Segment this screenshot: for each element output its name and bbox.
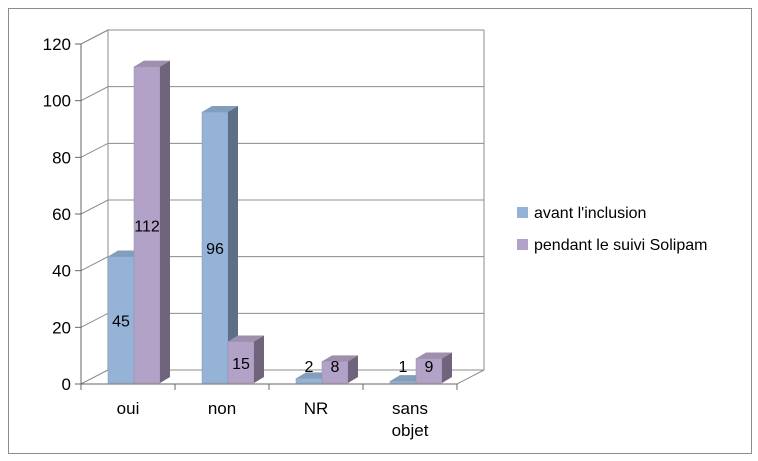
legend: avant l'inclusion pendant le suivi Solipa… <box>517 205 707 254</box>
bar-side <box>348 355 358 383</box>
bar-front <box>295 378 323 384</box>
y-tick-label: 80 <box>52 148 71 167</box>
gridline <box>80 142 484 158</box>
bar-side <box>254 335 264 383</box>
bar-top <box>134 60 170 67</box>
bar-side <box>228 106 238 383</box>
data-label: 1 <box>399 359 408 376</box>
legend-swatch <box>517 239 528 250</box>
bar-front <box>415 358 443 384</box>
bar-side <box>160 60 170 384</box>
bar-top <box>322 355 358 362</box>
x-axis: oui non NR sans objet <box>80 383 458 440</box>
y-axis: 0 20 40 60 80 100 120 <box>43 35 82 394</box>
bar-front <box>389 380 417 384</box>
data-labels: 45 112 96 15 2 8 1 9 <box>112 218 433 376</box>
data-label: 15 <box>232 356 250 373</box>
gridline <box>80 199 484 215</box>
data-label: 2 <box>305 359 314 376</box>
data-label: 45 <box>112 313 130 330</box>
bar-top <box>228 335 264 342</box>
y-tick-label: 120 <box>43 35 71 54</box>
chart-frame: 0 20 40 60 80 100 120 oui non NR sans objet 45 112 9… <box>8 8 752 454</box>
gridline <box>80 29 484 45</box>
bar-chart: 0 20 40 60 80 100 120 oui non NR sans objet 45 112 9… <box>43 29 707 440</box>
legend-label: pendant le suivi Solipam <box>534 237 707 254</box>
legend-label: avant l'inclusion <box>534 205 646 222</box>
y-tick-label: 100 <box>43 92 71 111</box>
gridlines <box>80 29 484 328</box>
y-tick-label: 20 <box>52 318 71 337</box>
x-category-label: NR <box>304 399 329 418</box>
bar-front <box>133 66 161 384</box>
data-label: 96 <box>206 241 224 258</box>
bar-front <box>201 111 229 384</box>
bar-top <box>202 106 238 112</box>
legend-swatch <box>517 207 528 218</box>
x-category-label: oui <box>117 399 140 418</box>
y-tick-label: 60 <box>52 205 71 224</box>
data-label: 8 <box>331 359 340 376</box>
bar-top <box>416 352 452 359</box>
data-label: 112 <box>134 218 160 235</box>
y-tick-label: 0 <box>62 375 71 394</box>
x-category-label: non <box>208 399 236 418</box>
bar <box>133 60 170 384</box>
bar <box>321 355 358 384</box>
bar-side <box>442 352 452 383</box>
gridline <box>80 86 484 102</box>
bar <box>201 106 238 384</box>
bars <box>107 60 452 384</box>
data-label: 9 <box>425 359 434 376</box>
bar <box>227 335 264 384</box>
y-tick-label: 40 <box>52 262 71 281</box>
x-category-label: sans objet <box>392 399 429 440</box>
bar-front <box>107 256 135 384</box>
bar <box>415 352 452 384</box>
